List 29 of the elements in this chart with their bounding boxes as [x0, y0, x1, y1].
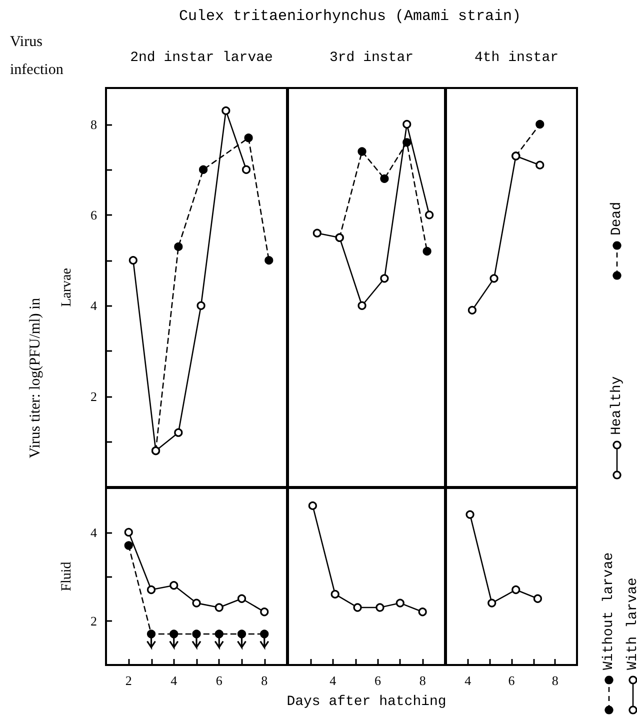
x-tick-label: 4 — [170, 673, 178, 688]
x-tick-label: 4 — [330, 673, 337, 688]
x-tick-label: 8 — [552, 673, 558, 688]
y-tick-label: 2 — [90, 613, 97, 628]
y-axis-title: Fluid — [60, 562, 74, 592]
chart-title: 3rd instar — [329, 50, 414, 66]
text: Virus infection — [10, 33, 64, 80]
legend-label: Without larvae — [601, 552, 617, 670]
x-tick-label: 6 — [216, 673, 223, 688]
x-tick-label: 8 — [419, 673, 426, 688]
y-axis-title: Larvae — [60, 268, 74, 307]
x-tick-label: 6 — [374, 673, 382, 688]
x-tick-label: 8 — [261, 673, 268, 688]
y-tick-label: 6 — [90, 207, 98, 222]
y-tick-label: 8 — [90, 116, 97, 132]
y-tick-label: 4 — [90, 298, 98, 314]
chart-title: 4th instar — [474, 50, 559, 66]
text: Virus titer: log(PFU/ml) in — [28, 296, 44, 460]
text: Culex tritaeniorhynchus (Amami strain) — [178, 8, 522, 25]
x-tick-label: 2 — [125, 673, 132, 688]
x-axis-title: Days after hatching — [286, 694, 446, 710]
text: With larvae — [625, 578, 637, 670]
chart-title: 2nd instar larvae — [130, 50, 273, 66]
y-tick-label: 4 — [90, 524, 98, 540]
x-tick-label: 4 — [464, 673, 472, 688]
x-tick-label: 6 — [508, 673, 516, 688]
y-tick-label: 2 — [90, 388, 97, 404]
text: Dead — [609, 202, 625, 236]
text: Healthy — [609, 376, 625, 435]
